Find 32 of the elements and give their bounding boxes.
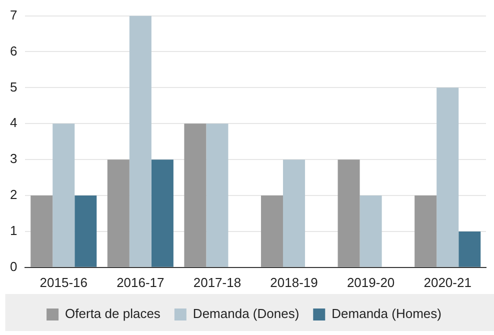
y-tick-label: 4 [10, 115, 18, 130]
bar [283, 160, 306, 267]
bar [52, 124, 75, 267]
bar [151, 160, 174, 267]
y-tick-label: 0 [10, 258, 18, 274]
x-tick-label: 2015-16 [40, 274, 88, 290]
bar [436, 88, 459, 267]
x-tick-label: 2017-18 [193, 274, 242, 290]
bar [360, 196, 382, 267]
legend-label: Oferta de places [65, 306, 161, 322]
y-tick-label: 1 [10, 223, 18, 238]
bar [107, 160, 130, 267]
bar [458, 231, 481, 267]
bar [129, 16, 152, 267]
y-tick-label: 6 [10, 43, 18, 58]
x-tick-label: 2016-17 [116, 274, 164, 290]
legend-label: Demanda (Dones) [192, 306, 300, 322]
bar [414, 196, 437, 267]
bar [184, 124, 206, 267]
y-tick-label: 5 [10, 79, 18, 94]
bar [338, 160, 360, 267]
bar [30, 196, 53, 267]
x-tick-label: 2019-20 [346, 274, 395, 290]
x-tick-label: 2020-21 [424, 274, 472, 290]
bar [74, 196, 97, 267]
bar [206, 124, 228, 267]
bar [260, 196, 284, 267]
y-tick-label: 2 [10, 187, 18, 202]
x-tick-label: 2018-19 [270, 274, 318, 290]
y-tick-label: 7 [10, 7, 18, 22]
y-tick-label: 3 [10, 151, 18, 166]
legend-label: Demanda (Homes) [332, 306, 442, 322]
